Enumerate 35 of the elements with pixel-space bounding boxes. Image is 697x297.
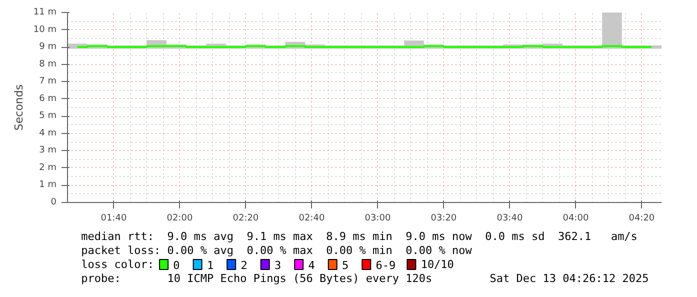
legend-label: 0: [173, 259, 180, 272]
text: probe: 10 ICMP Echo Pings (56 Bytes) every 120s: [81, 272, 432, 285]
y-tick-label: 2 m: [39, 162, 57, 173]
text: Sat Dec 13 04:26:12 2025: [490, 272, 649, 285]
legend-title: loss color:: [81, 258, 154, 271]
legend-label: 10/10: [420, 258, 454, 271]
y-axis-title: Seconds: [12, 84, 26, 131]
y-tick-label: 1 m: [39, 180, 57, 190]
y-tick-label: 3 m: [39, 146, 57, 156]
x-tick-label: 02:40: [298, 214, 325, 224]
y-tick-label: 9 m: [39, 42, 57, 52]
x-tick-label: 02:20: [232, 214, 259, 224]
x-tick-label: 04:00: [562, 214, 589, 224]
legend-label: 1: [206, 259, 214, 272]
x-tick-label: 02:00: [166, 214, 193, 224]
legend-label: 4: [308, 259, 316, 272]
y-tick-label: 7 m: [39, 76, 57, 87]
x-tick-label: 03:40: [496, 214, 523, 224]
legend-label: 5: [342, 259, 349, 272]
text: median rtt: 9.0 ms avg 9.1 ms max 8.9 ms min 9.0 ms now 0.0 ms sd 362.1 am/s: [81, 230, 638, 243]
x-tick-label: 01:40: [100, 214, 127, 224]
y-tick-label: 6 m: [39, 94, 57, 104]
y-tick-label: 4 m: [39, 128, 57, 138]
y-tick-label: 10 m: [33, 24, 57, 35]
x-tick-label: 03:00: [364, 214, 391, 224]
legend-label: 3: [274, 259, 282, 272]
legend-label: 2: [240, 259, 248, 272]
y-tick-label: 11 m: [33, 8, 57, 18]
x-tick-label: 03:20: [430, 214, 457, 224]
text: packet loss: 0.00 % avg 0.00 % max 0.00 % min 0.00 % now: [81, 244, 472, 257]
y-tick-label: 8 m: [39, 59, 57, 70]
y-tick-label: 5 m: [39, 111, 57, 122]
legend-label: 6-9: [376, 259, 396, 272]
y-tick-label: 0: [50, 198, 57, 208]
x-tick-label: 04:20: [628, 214, 655, 224]
